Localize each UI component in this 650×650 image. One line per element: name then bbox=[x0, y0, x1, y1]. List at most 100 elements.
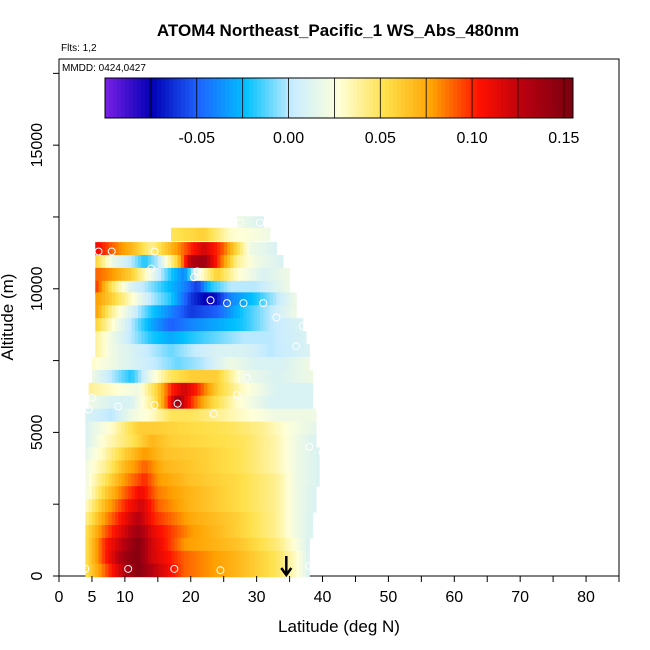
heatmap-cell bbox=[210, 369, 215, 384]
heatmap-cell bbox=[259, 563, 264, 578]
heatmap-cell bbox=[292, 395, 297, 410]
heatmap-cell bbox=[200, 447, 205, 461]
heatmap-cell bbox=[121, 434, 126, 448]
heatmap-cell bbox=[240, 216, 244, 230]
heatmap-cell bbox=[174, 408, 179, 423]
heatmap-cell bbox=[111, 318, 116, 332]
heatmap-cell bbox=[253, 550, 258, 565]
heatmap-cell bbox=[296, 473, 300, 487]
heatmap-cell bbox=[266, 280, 271, 295]
heatmap-cell bbox=[85, 447, 90, 461]
heatmap-cell bbox=[273, 255, 277, 269]
heatmap-cell bbox=[223, 382, 228, 397]
heatmap-cell bbox=[131, 369, 136, 384]
heatmap-cell bbox=[227, 447, 231, 461]
colorbar-swatch bbox=[137, 78, 142, 118]
heatmap-cell bbox=[220, 369, 225, 384]
heatmap-cell bbox=[266, 512, 271, 526]
heatmap-cell bbox=[138, 267, 142, 282]
heatmap-cell bbox=[203, 460, 208, 474]
heatmap-cell bbox=[289, 525, 294, 539]
colorbar-swatch bbox=[445, 78, 450, 118]
heatmap-cell bbox=[200, 408, 205, 423]
heatmap-cell bbox=[200, 525, 205, 539]
heatmap-cell bbox=[98, 486, 103, 500]
heatmap-cell bbox=[240, 408, 244, 423]
heatmap-cell bbox=[279, 318, 284, 332]
x-tick-label: 5 bbox=[87, 589, 96, 606]
heatmap-cell bbox=[236, 369, 241, 384]
heatmap-cell bbox=[292, 382, 297, 397]
data-point bbox=[87, 393, 96, 402]
heatmap-cell bbox=[263, 369, 268, 384]
heatmap-cell bbox=[167, 512, 172, 526]
heatmap-cell bbox=[292, 318, 297, 332]
heatmap-cell bbox=[263, 486, 268, 500]
heatmap-cell bbox=[283, 421, 287, 436]
heatmap-cell bbox=[180, 318, 185, 332]
heatmap-cell bbox=[230, 499, 235, 513]
heatmap-cell bbox=[131, 447, 136, 461]
heatmap-cell bbox=[194, 550, 198, 565]
heatmap-cell bbox=[141, 382, 146, 397]
heatmap-cell bbox=[203, 382, 208, 397]
heatmap-cell bbox=[194, 537, 198, 552]
heatmap-cell bbox=[197, 280, 202, 295]
heatmap-cell bbox=[171, 486, 175, 500]
heatmap-cell bbox=[292, 486, 297, 500]
heatmap-cell bbox=[230, 486, 235, 500]
data-point bbox=[318, 448, 327, 457]
heatmap-cell bbox=[273, 525, 277, 539]
heatmap-cell bbox=[266, 550, 271, 565]
heatmap-cell bbox=[302, 460, 307, 474]
heatmap-cell bbox=[134, 395, 139, 410]
heatmap-cell bbox=[233, 305, 238, 319]
heatmap-cell bbox=[266, 460, 271, 474]
heatmap-cell bbox=[91, 499, 96, 513]
heatmap-cell bbox=[128, 369, 132, 384]
heatmap-cell bbox=[124, 525, 129, 539]
heatmap-cell bbox=[128, 242, 132, 256]
heatmap-cell bbox=[273, 395, 277, 410]
heatmap-cell bbox=[147, 460, 152, 474]
heatmap-cell bbox=[85, 460, 90, 474]
heatmap-cell bbox=[180, 537, 185, 552]
heatmap-cell bbox=[266, 395, 271, 410]
heatmap-cell bbox=[174, 356, 179, 371]
heatmap-cell bbox=[299, 525, 304, 539]
heatmap-cell bbox=[157, 356, 162, 371]
heatmap-cell bbox=[286, 525, 291, 539]
heatmap-cell bbox=[151, 525, 156, 539]
heatmap-cell bbox=[157, 382, 162, 397]
heatmap-cell bbox=[180, 267, 185, 282]
heatmap-cell bbox=[194, 292, 198, 306]
heatmap-cell bbox=[269, 318, 274, 332]
heatmap-cell bbox=[154, 305, 159, 319]
heatmap-cell bbox=[121, 525, 126, 539]
heatmap-cell bbox=[171, 227, 175, 242]
colorbar-swatch bbox=[397, 78, 402, 118]
heatmap-cell bbox=[276, 369, 281, 384]
heatmap-cell bbox=[174, 318, 179, 332]
heatmap-cell bbox=[213, 382, 218, 397]
heatmap-cell bbox=[230, 550, 235, 565]
x-tick-label: 80 bbox=[577, 589, 595, 606]
heatmap-cell bbox=[306, 344, 310, 358]
heatmap-cell bbox=[279, 537, 284, 552]
heatmap-cell bbox=[167, 369, 172, 384]
heatmap-cell bbox=[164, 344, 169, 358]
heatmap-cell bbox=[177, 305, 182, 319]
colorbar-swatch bbox=[197, 78, 202, 118]
heatmap-cell bbox=[299, 318, 304, 332]
heatmap-cell bbox=[134, 267, 139, 282]
heatmap-cell bbox=[118, 344, 123, 358]
heatmap-cell bbox=[180, 227, 185, 242]
heatmap-cell bbox=[124, 434, 129, 448]
heatmap-cell bbox=[91, 382, 96, 397]
data-point bbox=[242, 373, 251, 382]
heatmap-cell bbox=[289, 331, 294, 345]
heatmap-cell bbox=[131, 292, 136, 306]
heatmap-cell bbox=[124, 267, 129, 282]
heatmap-cell bbox=[124, 318, 129, 332]
x-tick-label: 60 bbox=[445, 589, 463, 606]
